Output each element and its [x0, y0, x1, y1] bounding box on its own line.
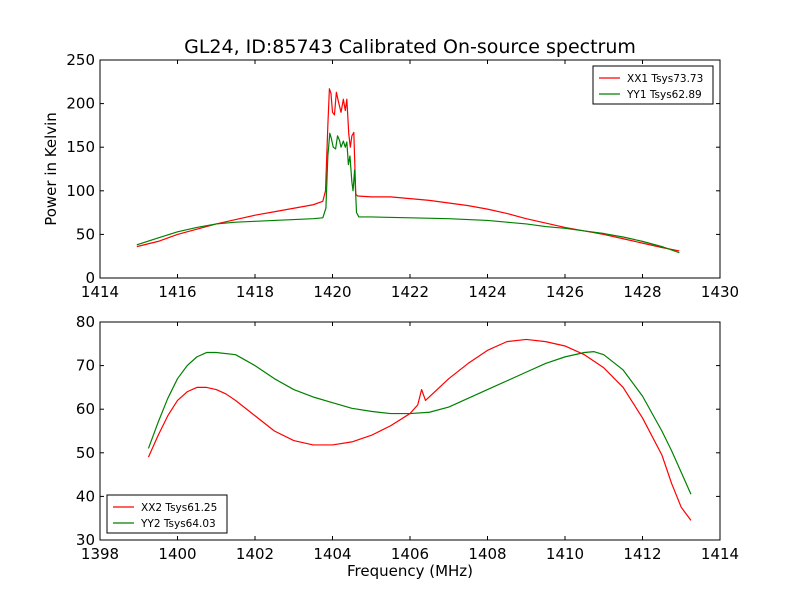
- y-tick-label: 150: [66, 138, 95, 156]
- legend-label: XX1 Tsys73.73: [627, 73, 703, 85]
- legend-label: YY2 Tsys64.03: [140, 518, 216, 530]
- x-tick-label: 1422: [391, 283, 429, 301]
- x-tick-label: 1430: [701, 283, 739, 301]
- x-tick-label: 1428: [623, 283, 661, 301]
- x-tick-label: 1418: [236, 283, 274, 301]
- legend-box: [592, 65, 714, 105]
- bottom-plot-legend: XX2 Tsys61.25 YY2 Tsys64.03: [106, 494, 228, 534]
- x-tick-label: 1424: [468, 283, 506, 301]
- legend-box: [106, 494, 228, 534]
- top-plot-series: [136, 88, 680, 254]
- x-tick-label: 1420: [313, 283, 351, 301]
- y-tick-label: 70: [76, 357, 95, 375]
- bottom-plot: 1398 1400 1402 1404 1406 1408 1410 1412 1414 30 40…: [76, 313, 739, 580]
- series-line-2: [136, 132, 680, 254]
- bottom-plot-series: [147, 338, 692, 521]
- top-plot: 1414 1416 1418 1420 1422 1424 1426 1428 1430 0 50 1…: [42, 51, 739, 301]
- x-tick-label: 1414: [701, 545, 739, 563]
- x-tick-label: 1406: [391, 545, 429, 563]
- x-tick-label: 1398: [81, 545, 119, 563]
- y-tick-label: 30: [76, 531, 95, 549]
- x-tick-label: 1400: [158, 545, 196, 563]
- y-tick-label: 0: [85, 269, 95, 287]
- y-tick-label: 250: [66, 51, 95, 69]
- top-plot-labels: Power in Kelvin: [42, 112, 60, 226]
- figure-title: GL24, ID:85743 Calibrated On-source spec…: [184, 36, 636, 58]
- series-line-2: [147, 351, 692, 495]
- x-tick-label: 1414: [81, 283, 119, 301]
- y-tick-label: 50: [76, 225, 95, 243]
- x-tick-label: 1416: [158, 283, 196, 301]
- bottom-plot-ticks: 1398 1400 1402 1404 1406 1408 1410 1412 1414 30 40…: [76, 313, 739, 563]
- y-tick-label: 50: [76, 444, 95, 462]
- y-tick-label: 60: [76, 400, 95, 418]
- x-tick-label: 1410: [546, 545, 584, 563]
- y-tick-label: 80: [76, 313, 95, 331]
- legend-label: YY1 Tsys62.89: [626, 89, 702, 101]
- y-tick-label: 200: [66, 95, 95, 113]
- y-tick-label: 40: [76, 487, 95, 505]
- top-plot-legend: XX1 Tsys73.73 YY1 Tsys62.89: [592, 65, 714, 105]
- y-axis-label: Power in Kelvin: [42, 112, 60, 226]
- x-tick-label: 1408: [468, 545, 506, 563]
- series-line-1: [136, 88, 680, 252]
- x-axis-label: Frequency (MHz): [347, 562, 473, 580]
- series-line-1: [147, 338, 692, 521]
- x-tick-label: 1404: [313, 545, 351, 563]
- top-plot-ticks: 1414 1416 1418 1420 1422 1424 1426 1428 1430 0 50 1…: [66, 51, 739, 301]
- bottom-plot-labels: Frequency (MHz): [347, 562, 473, 580]
- x-tick-label: 1412: [623, 545, 661, 563]
- x-tick-label: 1426: [546, 283, 584, 301]
- y-tick-label: 100: [66, 182, 95, 200]
- x-tick-label: 1402: [236, 545, 274, 563]
- legend-label: XX2 Tsys61.25: [141, 502, 217, 514]
